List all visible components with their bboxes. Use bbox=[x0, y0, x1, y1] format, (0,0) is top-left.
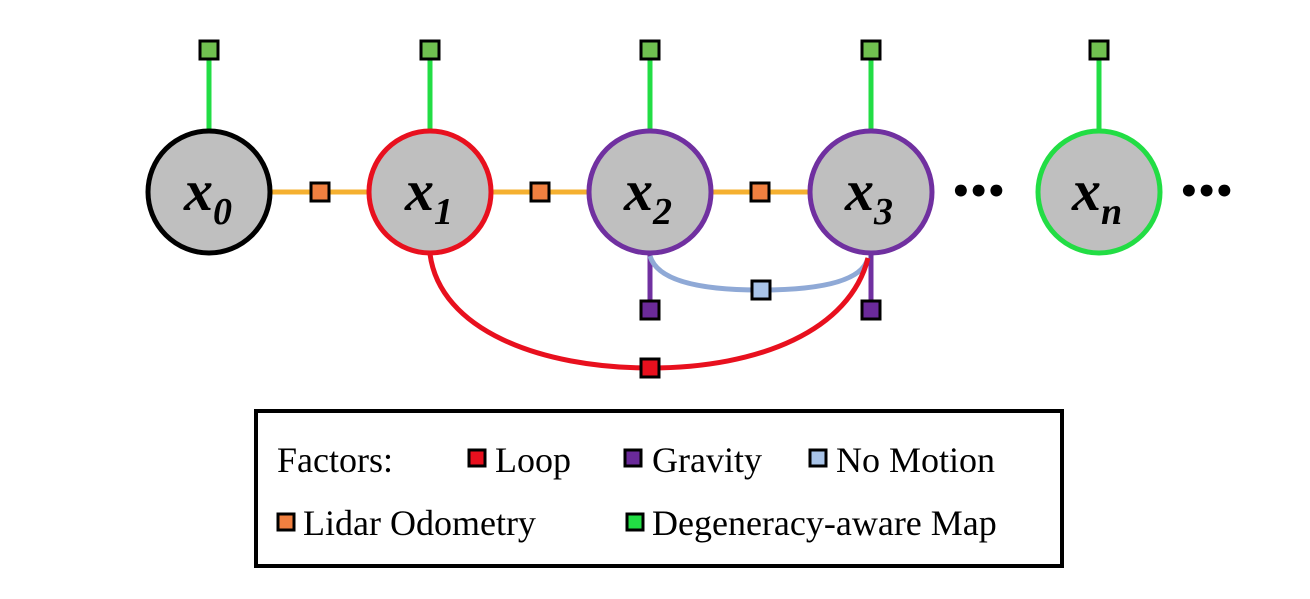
map-factor-square-x2 bbox=[639, 39, 661, 61]
gravity-factor-square-x3 bbox=[860, 299, 882, 321]
legend-no-motion-label: No Motion bbox=[836, 440, 995, 480]
node-x2: x2 bbox=[586, 128, 714, 256]
svg-text:x1: x1 bbox=[404, 158, 453, 233]
nodes: x0 x1 x2 x3 xn bbox=[145, 128, 1163, 256]
ellipsis-end: ••• bbox=[1178, 172, 1231, 212]
legend-degeneracy-map-swatch bbox=[625, 512, 645, 532]
factor-squares bbox=[198, 39, 1110, 379]
node-x3-sub: 3 bbox=[873, 191, 893, 233]
svg-text:x0: x0 bbox=[183, 158, 232, 233]
legend-title: Factors: bbox=[277, 440, 393, 480]
loop-factor-square bbox=[639, 357, 661, 379]
legend-no-motion-swatch bbox=[808, 448, 828, 468]
legend-gravity-label: Gravity bbox=[652, 440, 762, 480]
map-factor-square-x3 bbox=[860, 39, 882, 61]
svg-text:x3: x3 bbox=[844, 158, 893, 233]
legend-loop-swatch bbox=[467, 448, 487, 468]
map-factor-square-x1 bbox=[419, 39, 441, 61]
map-factor-square-xn bbox=[1088, 39, 1110, 61]
node-x0-base: x bbox=[183, 158, 213, 223]
node-xn-base: x bbox=[1071, 158, 1101, 223]
node-x2-sub: 2 bbox=[652, 191, 672, 233]
node-x1: x1 bbox=[366, 128, 494, 256]
node-x1-base: x bbox=[404, 158, 434, 223]
node-x1-sub: 1 bbox=[434, 191, 453, 233]
map-factor-square-x0 bbox=[198, 39, 220, 61]
legend-loop-label: Loop bbox=[495, 440, 571, 480]
node-x0: x0 bbox=[145, 128, 273, 256]
node-x0-sub: 0 bbox=[213, 191, 232, 233]
legend-lidar-odometry-label: Lidar Odometry bbox=[303, 503, 536, 543]
node-xn-sub: n bbox=[1101, 191, 1122, 233]
node-x3-base: x bbox=[844, 158, 874, 223]
ellipsis-middle: ••• bbox=[950, 172, 1003, 212]
node-x3: x3 bbox=[807, 128, 935, 256]
legend-gravity-swatch bbox=[623, 448, 643, 468]
node-xn: xn bbox=[1035, 128, 1163, 256]
svg-text:xn: xn bbox=[1071, 158, 1122, 233]
node-x2-base: x bbox=[623, 158, 653, 223]
odometry-factor-square-01 bbox=[309, 181, 331, 203]
no-motion-factor-square bbox=[750, 279, 772, 301]
legend-lidar-odometry-swatch bbox=[276, 512, 296, 532]
odometry-factor-square-12 bbox=[529, 181, 551, 203]
map-factor-edges bbox=[206, 50, 1102, 130]
legend-degeneracy-map-label: Degeneracy-aware Map bbox=[652, 503, 997, 543]
legend-box bbox=[254, 409, 1064, 568]
odometry-factor-square-23 bbox=[749, 181, 771, 203]
svg-text:x2: x2 bbox=[623, 158, 672, 233]
legend: Factors: Loop Gravity No Motion Lidar Od… bbox=[254, 409, 1064, 568]
gravity-factor-square-x2 bbox=[639, 299, 661, 321]
